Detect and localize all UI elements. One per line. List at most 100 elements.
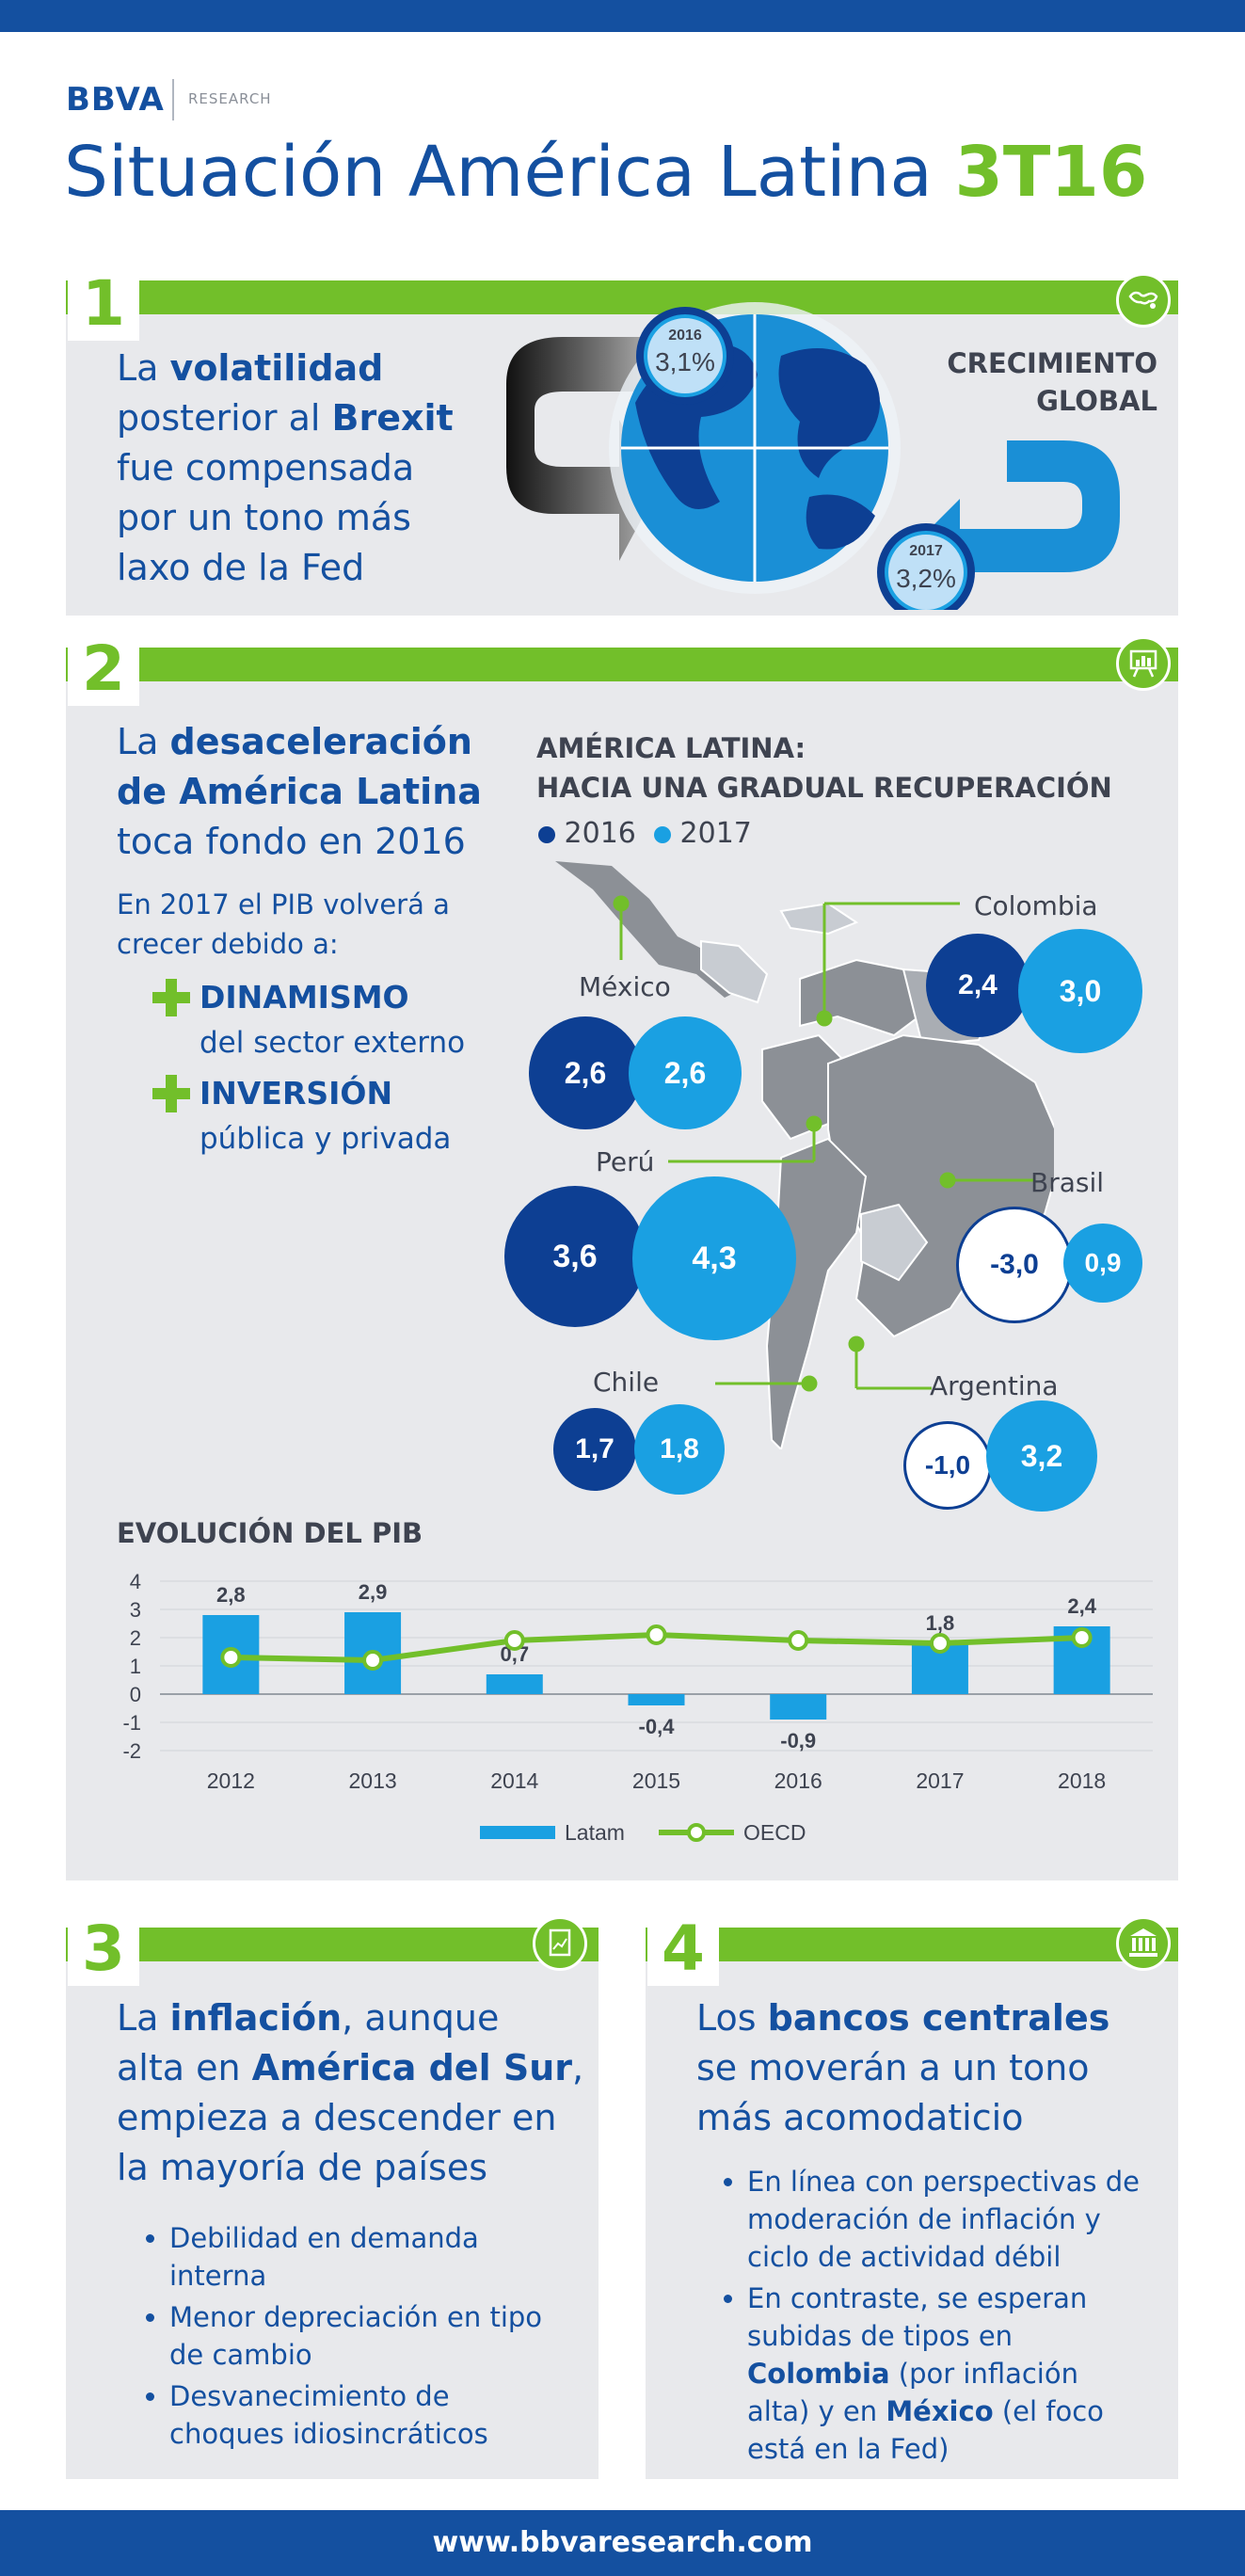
headline-line: la mayoría de países	[117, 2147, 488, 2188]
label-line: GLOBAL	[1036, 385, 1157, 417]
section-3-number: 3	[82, 1912, 125, 1985]
headline-bold: volatilidad	[169, 347, 384, 389]
headline-bold: bancos centrales	[767, 1997, 1110, 2039]
presentation-chart-icon	[1116, 636, 1171, 691]
oecd-point	[788, 1630, 809, 1651]
x-tick-label: 2016	[774, 1768, 822, 1793]
research-label: RESEARCH	[188, 90, 272, 107]
coin-2017-value: 3,2%	[896, 564, 956, 593]
peru-2016-bubble: 3,6	[504, 1186, 646, 1327]
y-tick-label: 0	[130, 1683, 141, 1706]
global-growth-label: CRECIMIENTO GLOBAL	[922, 344, 1157, 420]
footer-url[interactable]: www.bbvaresearch.com	[0, 2510, 1245, 2576]
y-tick-label: 3	[130, 1598, 141, 1622]
coin-2016: 2016 3,1%	[636, 307, 734, 405]
section-1-bar	[66, 280, 1178, 314]
peru-label: Perú	[596, 1146, 655, 1177]
x-tick-label: 2018	[1058, 1768, 1106, 1793]
y-tick-label: 2	[130, 1626, 141, 1650]
y-tick-label: 4	[130, 1570, 141, 1593]
x-tick-label: 2015	[632, 1768, 680, 1793]
plus-icon	[166, 979, 177, 1016]
bar-latam	[770, 1694, 827, 1720]
brasil-label: Brasil	[1030, 1167, 1105, 1198]
section-3-bar	[66, 1928, 599, 1961]
bar-data-label: 2,9	[359, 1580, 388, 1604]
logo-divider	[172, 79, 174, 120]
brasil-2017-bubble: 0,9	[1063, 1224, 1142, 1303]
oecd-point	[646, 1624, 667, 1645]
driver-title: DINAMISMO	[200, 979, 409, 1016]
y-tick-label: -2	[122, 1739, 141, 1763]
document-chart-icon	[533, 1916, 587, 1971]
brasil-2016-bubble: -3,0	[956, 1207, 1073, 1323]
mexico-2016-bubble: 2,6	[529, 1016, 642, 1129]
oecd-point	[362, 1650, 384, 1671]
oecd-point	[220, 1647, 242, 1668]
legend-swatch-oecd-dot	[687, 1823, 706, 1842]
legend-oecd: OECD	[743, 1820, 806, 1845]
top-bar	[0, 0, 1245, 32]
oecd-point	[503, 1630, 525, 1651]
headline-line: más acomodaticio	[696, 2097, 1024, 2138]
mexico-2017-bubble: 2,6	[629, 1016, 742, 1129]
map-legend: 2016 2017	[538, 817, 752, 850]
section-2-number-box: 2	[68, 632, 139, 706]
chile-2017-bubble: 1,8	[634, 1404, 725, 1495]
section-1-headline: La volatilidad posterior al Brexit fue c…	[117, 344, 454, 593]
headline-line: laxo de la Fed	[117, 547, 365, 588]
headline-line: por un tono más	[117, 497, 411, 538]
x-tick-label: 2012	[207, 1768, 255, 1793]
colombia-2017-bubble: 3,0	[1018, 929, 1142, 1053]
headline-bold: de América Latina	[117, 771, 482, 812]
bank-icon	[1116, 1916, 1171, 1971]
section-4-bar	[646, 1928, 1178, 1961]
section-2-headline: La desaceleración de América Latina toca…	[117, 717, 482, 867]
oecd-point	[929, 1633, 950, 1654]
label-line: CRECIMIENTO	[947, 347, 1157, 379]
world-map-icon	[1116, 273, 1171, 328]
headline-text: , aunque	[342, 1997, 500, 2039]
section-2-number: 2	[82, 632, 125, 705]
section-1-number: 1	[82, 267, 125, 340]
coin-2016-value: 3,1%	[655, 347, 715, 376]
subtext-line: En 2017 el PIB volverá a	[117, 888, 450, 920]
oecd-point	[1071, 1627, 1093, 1648]
driver-desc: del sector externo	[200, 1026, 466, 1060]
bbva-logo: BBVA	[66, 81, 165, 119]
section-4-panel	[646, 1928, 1178, 2479]
driver-title: INVERSIÓN	[200, 1075, 393, 1112]
headline-text: Los	[696, 1997, 768, 2039]
headline-bold: América del Sur	[251, 2047, 572, 2088]
map-title-line: AMÉRICA LATINA:	[536, 732, 806, 764]
headline-bold: inflación	[169, 1997, 343, 2039]
chart-title: EVOLUCIÓN DEL PIB	[117, 1517, 423, 1549]
map-connectors	[613, 895, 1035, 1392]
global-growth-graphic: 2016 3,1% 2017 3,2%	[506, 302, 1120, 610]
section-4-headline: Los bancos centrales se moverán a un ton…	[696, 1993, 1109, 2143]
chile-label: Chile	[593, 1367, 660, 1398]
colombia-label: Colombia	[974, 890, 1098, 921]
legend-dot-2017	[653, 825, 671, 843]
x-tick-label: 2014	[490, 1768, 538, 1793]
bar-data-label: -0,4	[639, 1715, 676, 1738]
title-text: Situación América Latina	[64, 132, 933, 213]
headline-bold: desaceleración	[169, 721, 472, 762]
bar-data-label: 1,8	[926, 1611, 955, 1635]
headline-line: fue compensada	[117, 447, 415, 488]
section-3-panel	[66, 1928, 599, 2479]
headline-text: La	[117, 347, 170, 389]
x-tick-label: 2017	[916, 1768, 964, 1793]
section-3-number-box: 3	[68, 1912, 139, 1986]
left-arrow	[506, 337, 704, 561]
plus-icon	[166, 1075, 177, 1112]
page-title: Situación América Latina 3T16	[64, 132, 1147, 213]
peru-2017-bubble: 4,3	[632, 1176, 796, 1340]
mexico-label: México	[579, 971, 671, 1002]
